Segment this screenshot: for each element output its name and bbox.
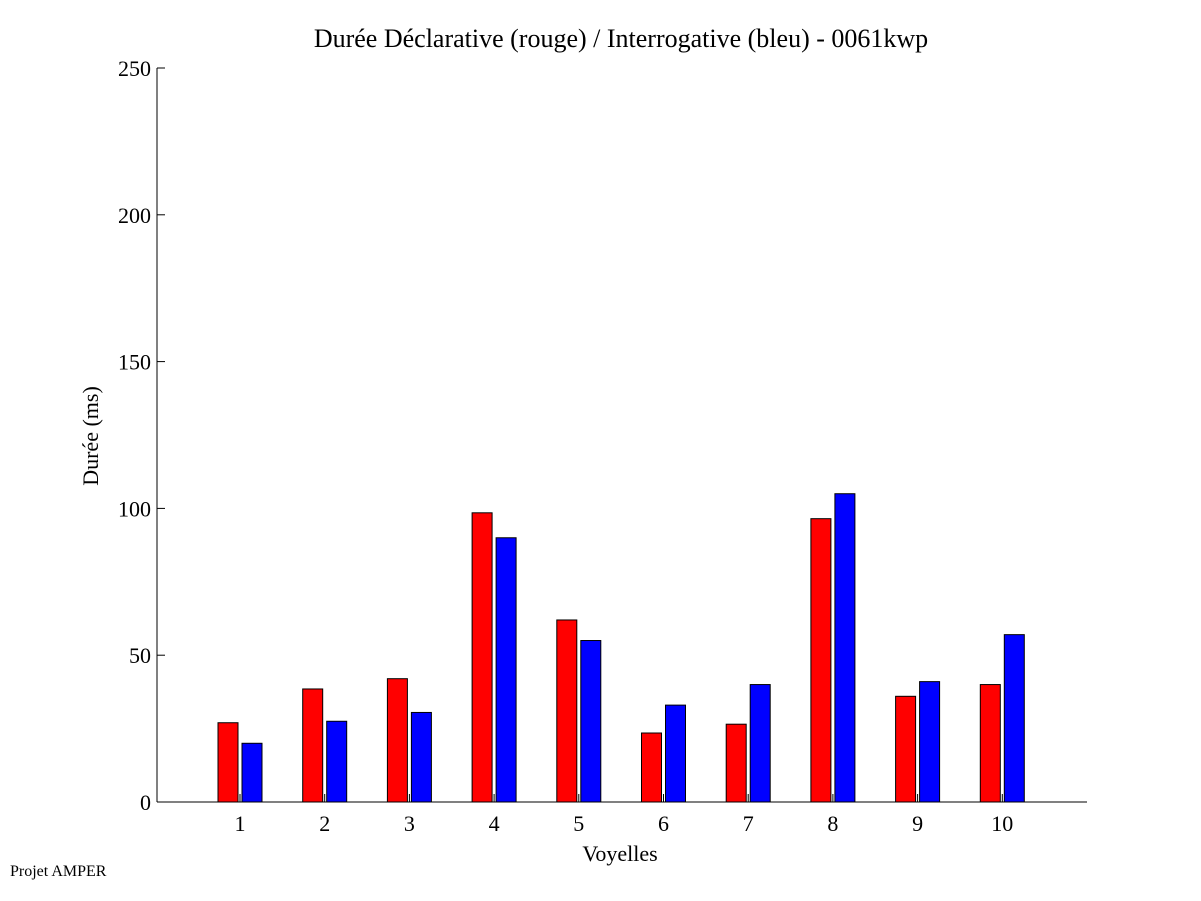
y-tick-label: 100 bbox=[118, 496, 151, 521]
bar-blue-6 bbox=[665, 704, 686, 803]
bar-blue-7 bbox=[749, 684, 771, 803]
y-tick-label: 50 bbox=[129, 643, 151, 668]
bar-red-4 bbox=[471, 512, 493, 803]
x-tick-label: 4 bbox=[489, 811, 500, 836]
bar-red-5 bbox=[556, 619, 578, 803]
bar-red-6 bbox=[641, 732, 662, 803]
y-ticks: 0 50 100 150 200 250 bbox=[118, 56, 165, 815]
x-axis-label: Voyelles bbox=[582, 841, 657, 866]
bar-red-8 bbox=[810, 518, 832, 803]
x-tick-label: 2 bbox=[319, 811, 330, 836]
bar-blue-2 bbox=[326, 720, 348, 803]
bar-blue-8 bbox=[834, 493, 856, 803]
x-ticks: 1 2 3 4 5 6 7 8 9 10 bbox=[235, 794, 1013, 836]
x-tick-label: 7 bbox=[743, 811, 754, 836]
chart-title: Durée Déclarative (rouge) / Interrogativ… bbox=[314, 24, 928, 53]
bar-red-10 bbox=[979, 684, 1001, 803]
bar-red-3 bbox=[386, 678, 408, 803]
x-tick-label: 5 bbox=[573, 811, 584, 836]
bar-blue-5 bbox=[580, 640, 602, 803]
y-tick-label: 200 bbox=[118, 203, 151, 228]
bar-red-1 bbox=[217, 722, 239, 803]
bar-red-7 bbox=[725, 723, 747, 803]
x-tick-label: 1 bbox=[235, 811, 246, 836]
x-tick-label: 10 bbox=[991, 811, 1013, 836]
y-tick-label: 150 bbox=[118, 350, 151, 375]
axes bbox=[156, 68, 1087, 803]
bar-blue-9 bbox=[919, 681, 941, 803]
y-tick-label: 250 bbox=[118, 56, 151, 81]
bar-blue-4 bbox=[495, 537, 517, 803]
bars bbox=[217, 493, 1025, 803]
bar-blue-3 bbox=[410, 711, 432, 803]
bar-blue-1 bbox=[241, 742, 263, 803]
x-tick-label: 6 bbox=[658, 811, 669, 836]
x-tick-label: 3 bbox=[404, 811, 415, 836]
bar-blue-10 bbox=[1003, 634, 1025, 803]
bar-red-9 bbox=[895, 695, 917, 803]
y-axis-label: Durée (ms) bbox=[78, 386, 103, 486]
x-tick-label: 8 bbox=[827, 811, 838, 836]
x-tick-label: 9 bbox=[912, 811, 923, 836]
bar-red-2 bbox=[302, 688, 324, 803]
footer-credit: Projet AMPER bbox=[10, 863, 107, 880]
y-tick-label: 0 bbox=[140, 790, 151, 815]
